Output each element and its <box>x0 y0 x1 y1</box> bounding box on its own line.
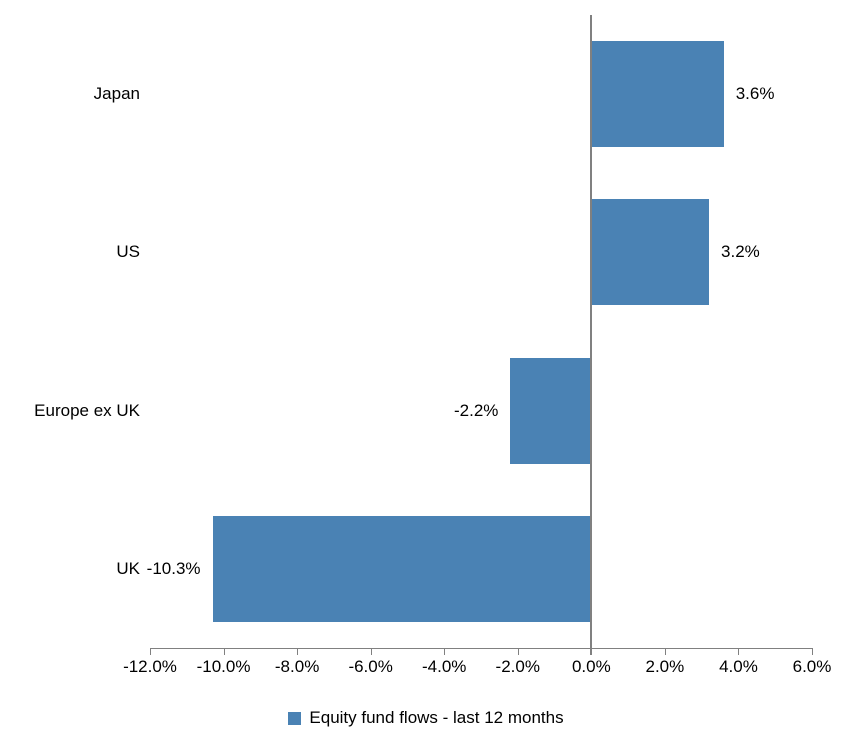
category-axis: Japan US Europe ex UK UK <box>0 15 140 648</box>
data-label-europe-ex-uk: -2.2% <box>454 400 499 420</box>
x-tick-label: -4.0% <box>422 657 467 676</box>
zero-axis-line <box>590 15 593 655</box>
bar-japan <box>591 41 724 148</box>
x-tick-label: 0.0% <box>571 657 611 676</box>
legend-label: Equity fund flows - last 12 months <box>309 708 564 727</box>
x-tick <box>223 648 225 655</box>
legend: Equity fund flows - last 12 months <box>0 708 852 728</box>
legend-swatch-icon <box>288 711 302 725</box>
x-tick <box>664 648 666 655</box>
x-tick <box>517 648 519 655</box>
x-tick <box>812 648 813 655</box>
x-tick <box>444 648 446 655</box>
x-tick <box>591 648 593 655</box>
x-tick <box>297 648 299 655</box>
x-tick-label: -10.0% <box>196 657 251 676</box>
data-label-uk: -10.3% <box>146 558 201 578</box>
x-tick-label: 2.0% <box>645 657 685 676</box>
category-label-japan: Japan <box>93 84 140 104</box>
x-tick-label: -2.0% <box>495 657 540 676</box>
x-tick <box>150 648 151 655</box>
x-axis-line <box>150 648 812 649</box>
x-tick-label: -8.0% <box>274 657 320 676</box>
bar-europe-ex-uk <box>510 357 592 464</box>
x-tick <box>738 648 740 655</box>
value-axis: -12.0% -10.0% -8.0% -6.0% -4.0% -2.0% 0.0% 2.0%… <box>123 648 831 688</box>
x-tick-label: -6.0% <box>348 657 393 676</box>
category-label-europe-ex-uk: Europe ex UK <box>34 400 140 420</box>
bar-us <box>591 199 710 306</box>
bar-uk <box>212 515 592 622</box>
category-label-us: US <box>116 242 140 262</box>
x-tick-label: 4.0% <box>719 657 758 676</box>
category-label-uk: UK <box>116 558 140 578</box>
x-tick-label: 6.0% <box>792 657 832 676</box>
x-tick-label: -12.0% <box>123 657 177 676</box>
data-label-us: 3.2% <box>721 242 760 262</box>
plot-area: 3.6% 3.2% -2.2% -10.3% <box>146 15 812 655</box>
x-tick <box>370 648 372 655</box>
data-label-japan: 3.6% <box>735 84 775 104</box>
